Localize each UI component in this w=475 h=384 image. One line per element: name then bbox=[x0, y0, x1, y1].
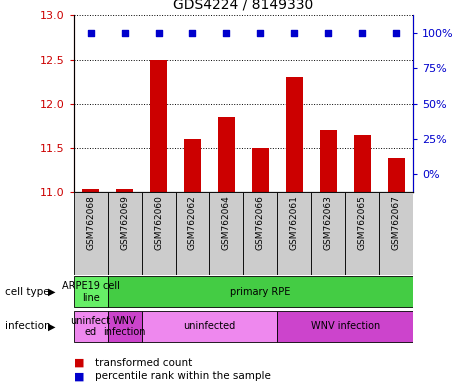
Text: transformed count: transformed count bbox=[95, 358, 192, 368]
Title: GDS4224 / 8149330: GDS4224 / 8149330 bbox=[173, 0, 314, 12]
Bar bbox=[218, 117, 235, 192]
Text: GSM762062: GSM762062 bbox=[188, 195, 197, 250]
Point bbox=[392, 30, 400, 36]
Text: GSM762065: GSM762065 bbox=[358, 195, 367, 250]
Bar bbox=[277, 311, 413, 342]
Text: WNV
infection: WNV infection bbox=[104, 316, 146, 337]
Bar bbox=[107, 192, 142, 275]
Bar bbox=[116, 189, 133, 192]
Bar bbox=[74, 311, 107, 342]
Point bbox=[359, 30, 366, 36]
Text: ▶: ▶ bbox=[48, 287, 55, 297]
Bar bbox=[184, 139, 201, 192]
Bar bbox=[286, 77, 303, 192]
Text: ▶: ▶ bbox=[48, 321, 55, 331]
Text: GSM762061: GSM762061 bbox=[290, 195, 299, 250]
Text: GSM762066: GSM762066 bbox=[256, 195, 265, 250]
Text: cell type: cell type bbox=[5, 287, 49, 297]
Text: GSM762063: GSM762063 bbox=[324, 195, 333, 250]
Text: GSM762064: GSM762064 bbox=[222, 195, 231, 250]
Bar bbox=[345, 192, 379, 275]
Text: WNV infection: WNV infection bbox=[311, 321, 380, 331]
Bar bbox=[107, 311, 142, 342]
Bar bbox=[243, 192, 277, 275]
Bar bbox=[312, 192, 345, 275]
Text: primary RPE: primary RPE bbox=[230, 287, 291, 297]
Bar bbox=[388, 159, 405, 192]
Point bbox=[291, 30, 298, 36]
Point bbox=[189, 30, 196, 36]
Text: percentile rank within the sample: percentile rank within the sample bbox=[95, 371, 271, 381]
Bar bbox=[354, 135, 371, 192]
Bar bbox=[150, 60, 167, 192]
Bar bbox=[142, 192, 176, 275]
Bar bbox=[74, 192, 107, 275]
Text: GSM762067: GSM762067 bbox=[392, 195, 401, 250]
Text: uninfected: uninfected bbox=[183, 321, 236, 331]
Text: GSM762069: GSM762069 bbox=[120, 195, 129, 250]
Bar bbox=[209, 192, 243, 275]
Bar bbox=[252, 148, 269, 192]
Bar bbox=[142, 311, 277, 342]
Bar bbox=[82, 189, 99, 192]
Bar bbox=[379, 192, 413, 275]
Point bbox=[256, 30, 264, 36]
Text: uninfect
ed: uninfect ed bbox=[71, 316, 111, 337]
Point bbox=[223, 30, 230, 36]
Text: infection: infection bbox=[5, 321, 50, 331]
Text: ■: ■ bbox=[74, 358, 84, 368]
Point bbox=[87, 30, 95, 36]
Text: ■: ■ bbox=[74, 371, 84, 381]
Point bbox=[324, 30, 332, 36]
Text: GSM762068: GSM762068 bbox=[86, 195, 95, 250]
Bar bbox=[176, 192, 209, 275]
Point bbox=[121, 30, 128, 36]
Text: ARPE19 cell
line: ARPE19 cell line bbox=[62, 281, 120, 303]
Bar bbox=[74, 276, 107, 307]
Point bbox=[155, 30, 162, 36]
Text: GSM762060: GSM762060 bbox=[154, 195, 163, 250]
Bar bbox=[277, 192, 311, 275]
Bar bbox=[320, 130, 337, 192]
